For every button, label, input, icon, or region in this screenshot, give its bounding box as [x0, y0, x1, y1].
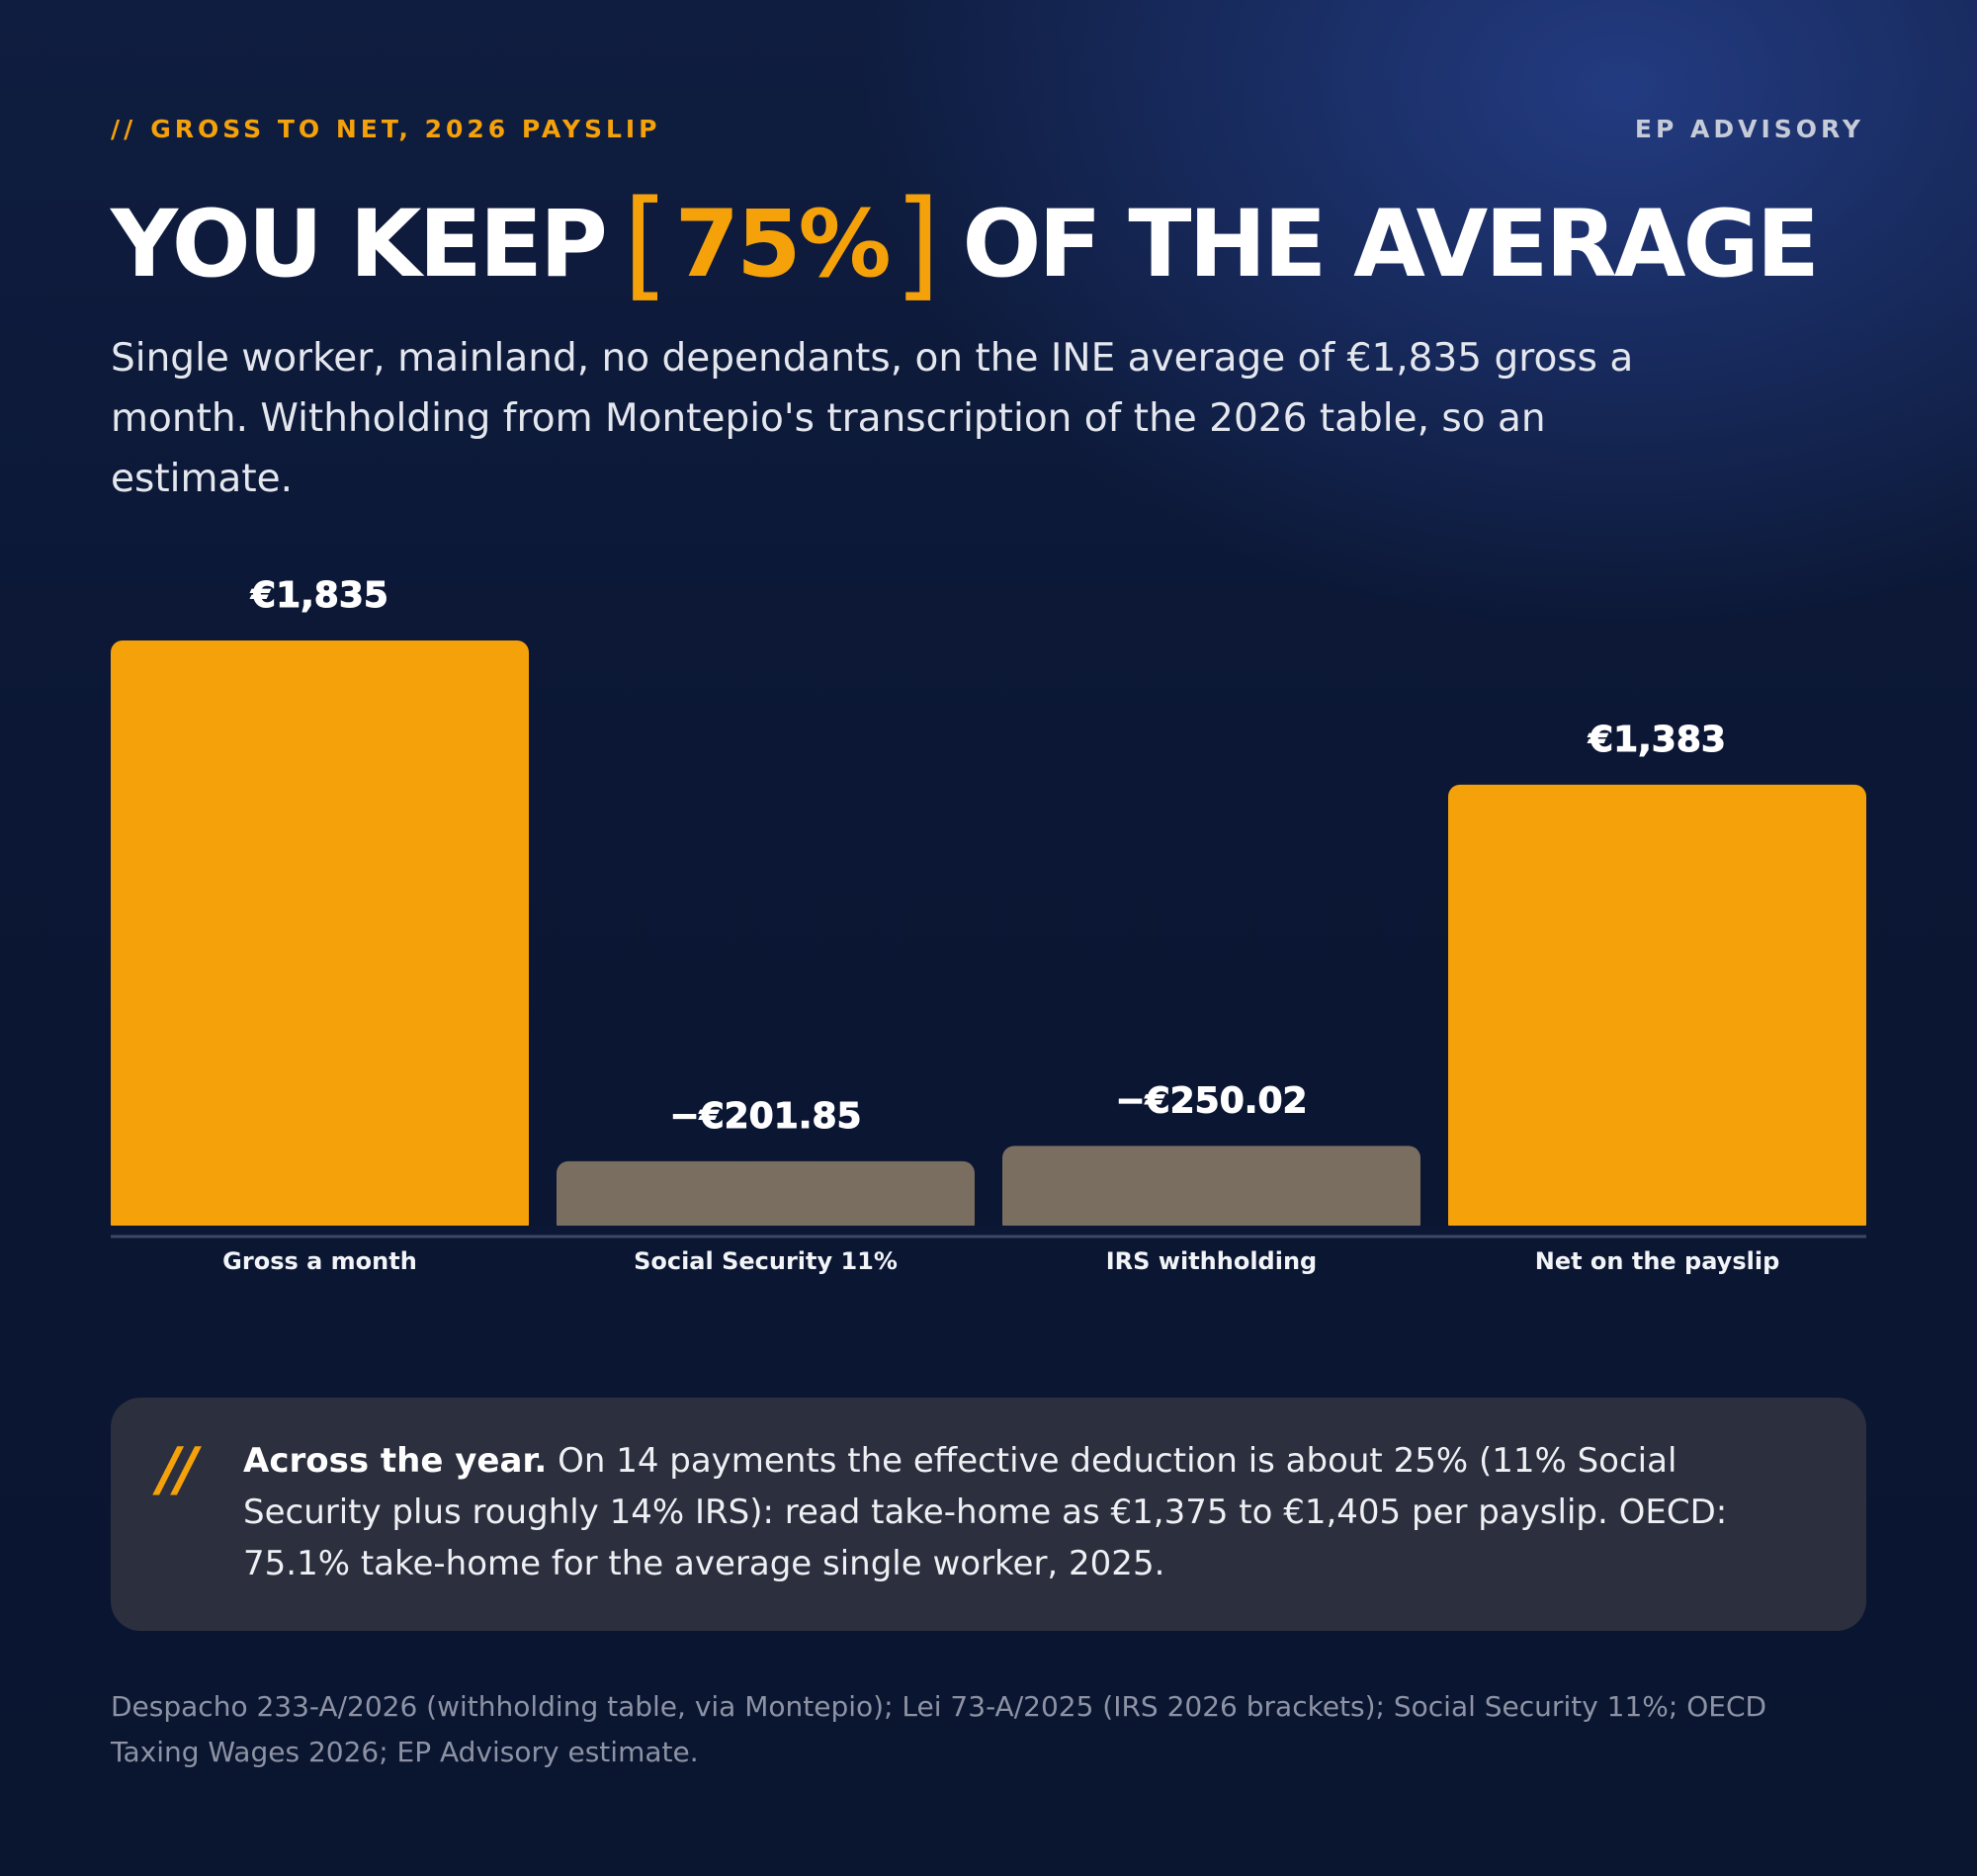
eyebrow-text: GROSS TO NET, 2026 PAYSLIP: [150, 115, 661, 143]
note-mark: //: [158, 1435, 198, 1504]
bar-1: [111, 640, 529, 1236]
bracket-open: [: [622, 176, 669, 313]
headline-after: OF THE AVERAGE: [962, 191, 1820, 298]
subtitle: Single worker, mainland, no dependants, …: [111, 336, 1634, 501]
eyebrow-mark: //: [111, 115, 137, 143]
bar-chart: €1,835 Gross a month −€201.85 Social Securi…: [111, 575, 1866, 1275]
source-footer: Despacho 233-A/2026 (withholding table, …: [111, 1690, 1767, 1768]
data-label-2: −€201.85: [669, 1096, 861, 1137]
baseline-mask: [111, 1226, 1866, 1237]
eyebrow: // GROSS TO NET, 2026 PAYSLIP: [111, 115, 661, 143]
note-card: // Across the year. On 14 payments the e…: [111, 1398, 1866, 1631]
note-body: On 14 payments the effective deduction i…: [243, 1441, 1728, 1583]
bar-2: [557, 1160, 975, 1236]
category-label-2: Social Security 11%: [634, 1247, 898, 1275]
note-text: Across the year. On 14 payments the effe…: [243, 1435, 1815, 1589]
data-label-4: €1,383: [1588, 720, 1726, 760]
headline-before: YOU KEEP: [111, 191, 608, 298]
category-label-4: Net on the payslip: [1535, 1247, 1780, 1275]
category-label-1: Gross a month: [222, 1247, 417, 1275]
data-label-1: €1,835: [250, 575, 388, 616]
headline-highlight: 75%: [674, 191, 892, 298]
brand-name: EP ADVISORY: [1634, 115, 1864, 143]
bar-4: [1448, 784, 1866, 1236]
note-lead: Across the year.: [243, 1441, 548, 1481]
data-label-3: −€250.02: [1115, 1080, 1307, 1121]
headline: YOU KEEP [ 75% ] OF THE AVERAGE: [111, 182, 1820, 308]
category-label-3: IRS withholding: [1106, 1247, 1317, 1275]
headline-highlight-group: [ 75% ]: [623, 182, 941, 308]
bracket-close: ]: [894, 176, 941, 313]
bar-3: [1002, 1146, 1420, 1236]
